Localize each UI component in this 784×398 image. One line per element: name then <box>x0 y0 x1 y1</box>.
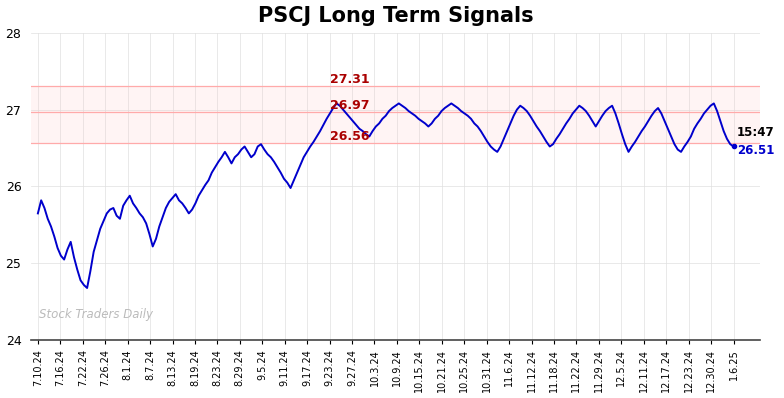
Text: Stock Traders Daily: Stock Traders Daily <box>38 308 153 321</box>
Bar <box>31 112 760 143</box>
Text: 26.56: 26.56 <box>330 131 370 143</box>
Title: PSCJ Long Term Signals: PSCJ Long Term Signals <box>258 6 534 25</box>
Text: 26.51: 26.51 <box>737 144 775 157</box>
Text: 27.31: 27.31 <box>330 73 370 86</box>
Text: 26.97: 26.97 <box>330 99 370 112</box>
Bar <box>31 86 760 112</box>
Text: 15:47: 15:47 <box>737 127 775 139</box>
